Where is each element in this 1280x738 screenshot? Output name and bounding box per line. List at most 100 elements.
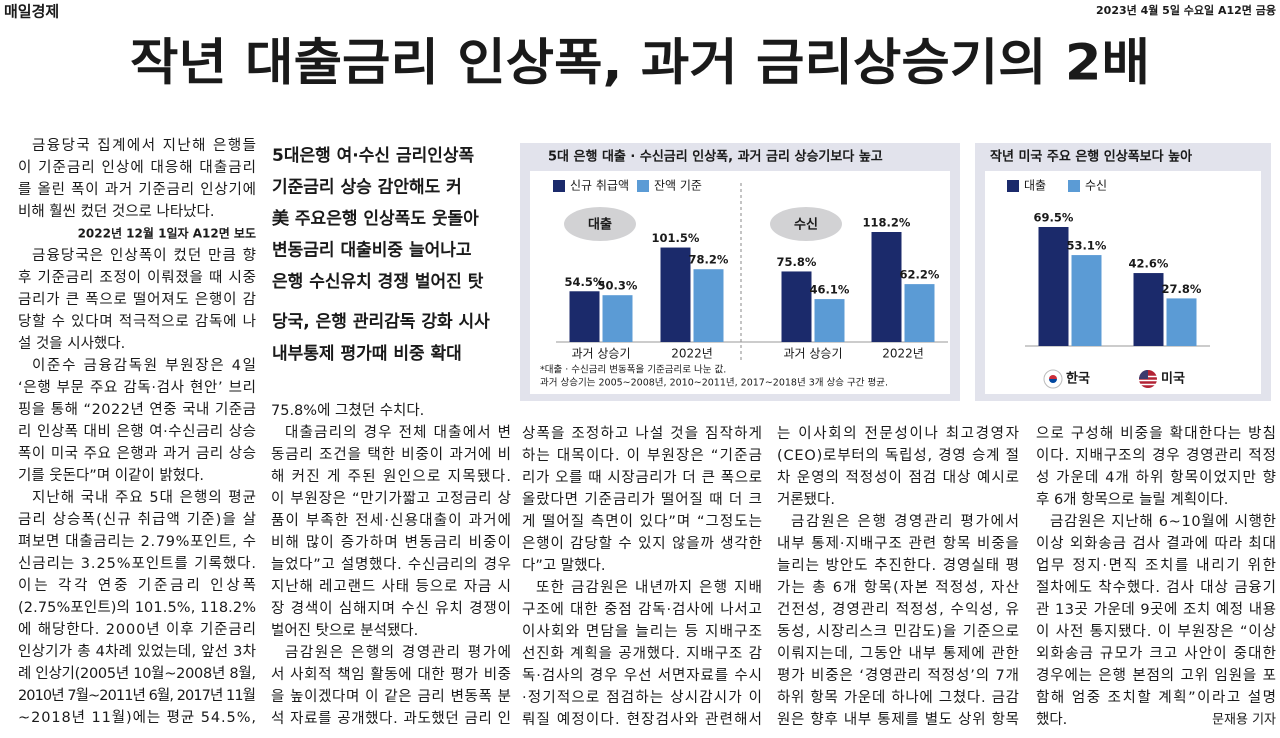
body-line: 이상 외화송금 검사 결과에 따라 최대	[1036, 535, 1276, 552]
body-line: 독·검사의 경우 우선 서면자료를 수시	[522, 667, 762, 684]
subhead: 美 주요은행 인상폭도 웃돌아	[272, 208, 479, 229]
body-line: 가는 총 6개 항목(자본 적정성, 자산	[777, 579, 1019, 596]
headline: 작년 대출금리 인상폭, 과거 금리상승기의 2배	[130, 34, 1150, 92]
body-line: 설 것을 시사했다.	[18, 335, 125, 352]
subhead: 변동금리 대출비중 늘어나고	[272, 241, 472, 261]
body-line: 또한 금감원은 내년까지 은행 지배	[536, 579, 762, 596]
body-line: 금리가 큰 폭으로 떨어져도 은행이 감	[18, 291, 256, 308]
body-line: 석 자료를 공개했다. 과도했던 금리 인	[271, 710, 511, 727]
legend-label: 수신	[1085, 179, 1107, 193]
body-line: 벌어진 탓으로 분석됐다.	[271, 622, 418, 639]
value-label: 75.8%	[777, 255, 817, 269]
body-line: 이는 각각 연중 기준금리 인상폭	[18, 577, 256, 594]
body-line: 거론됐다.	[777, 491, 835, 508]
body-line: 늘리는 방안도 추진한다. 경영실태 평	[777, 557, 1019, 574]
body-line: 품이 부족한 전세·신용대출이 과거에	[271, 512, 511, 529]
chart-panel	[985, 171, 1261, 394]
category-label: 미국	[1161, 371, 1185, 387]
body-line: 은행이 감당할 수 있지 않을까 생각한	[522, 535, 762, 552]
body-line: 금리 상승폭(신규 취급액 기준)을 살	[18, 511, 256, 528]
body-line: 금감원은 지난해 6~10월에 시행한	[1050, 513, 1276, 530]
body-line: 이준수 금융감독원 부원장은 4일	[32, 357, 256, 374]
subhead: 은행 수신유치 경쟁 벌어진 탓	[272, 272, 484, 292]
body-line: 선진화 계획을 공개했다. 지배구조 감	[522, 645, 762, 662]
group-label: 수신	[794, 218, 818, 233]
body-line: 내부 통제·지배구조 관련 항목 비중을	[777, 535, 1019, 552]
body-line: 평가 비중은 ‘경영관리 적정성’의 7개	[777, 667, 1019, 684]
category-label: 2022년	[882, 347, 924, 361]
flag-icon	[1139, 370, 1148, 379]
group-badge	[564, 207, 636, 241]
publication: 매일경제	[4, 3, 59, 21]
body-line: 함해 엄중 조치할 계획”이라고 설명	[1036, 689, 1276, 706]
reference-note: 2022년 12월 1일자 A12면 보도	[78, 226, 256, 241]
category-label: 과거 상승기	[571, 347, 630, 361]
value-label: 27.8%	[1162, 282, 1202, 296]
body-line: 당할 수 있다며 적극적으로 감독에 나	[18, 313, 256, 330]
body-line: 신금리는 3.25%포인트를 기록했다.	[18, 555, 256, 572]
category-label: 한국	[1066, 371, 1090, 387]
value-label: 62.2%	[900, 268, 940, 282]
legend-swatch	[1068, 180, 1080, 192]
subhead: 내부통제 평가때 비중 확대	[272, 344, 462, 364]
chart-note: 과거 상승기는 2005~2008년, 2010~2011년, 2017~201…	[540, 378, 888, 389]
bar	[602, 295, 633, 342]
body-line: 금융당국은 인상폭이 컸던 만큼 향	[32, 247, 256, 264]
body-line: 는 이사회의 전문성이나 최고경영자	[777, 425, 1019, 442]
body-line: 폭이 미국 주요 은행과 과거 금리 상승	[18, 445, 256, 462]
body-line: 이뤄지는데, 그동안 내부 통제에 관한	[777, 645, 1019, 662]
value-label: 78.2%	[689, 253, 729, 267]
body-line: 늘었다”고 설명했다. 수신금리의 경우	[271, 556, 511, 573]
group-label: 대출	[588, 217, 612, 233]
body-line: 인상기가 총 4차례 있었는데, 앞선 3차	[18, 643, 256, 660]
bar	[1071, 255, 1102, 346]
legend-swatch	[553, 180, 565, 192]
body-line: 동금리 조건을 택한 비중이 과거에 비	[271, 446, 511, 463]
bar	[1133, 273, 1164, 346]
bar	[871, 232, 902, 342]
body-line: 를 올린 폭이 과거 기준금리 인상기에	[18, 181, 256, 198]
body-line: 구조에 대한 중점 감독·검사에 나서고	[522, 601, 762, 618]
body-line: ‘은행 부문 주요 감독·검사 현안’ 브리	[18, 379, 256, 396]
body-line: 에 해당한다. 2000년 이후 기준금리	[18, 621, 256, 638]
body-line: 서 사회적 책임 활동에 대한 평가 비중	[271, 666, 511, 683]
body-line: 외화송금 규모가 크고 사안이 중대한	[1036, 645, 1276, 662]
body-line: 해 커진 게 주된 원인으로 지목됐다.	[271, 468, 511, 485]
body-line: 2010년 7월~2011년 6월, 2017년 11월	[18, 687, 256, 704]
legend-label: 대출	[1024, 179, 1046, 193]
bar	[904, 284, 935, 342]
bar	[693, 269, 724, 342]
subhead: 기준금리 상승 감안해도 커	[272, 178, 462, 198]
body-line: 리가 오를 때 시장금리가 더 큰 폭으로	[522, 469, 762, 486]
body-line: 다”고 말했다.	[522, 557, 605, 574]
body-line: 75.8%에 그쳤던 수치다.	[271, 402, 424, 419]
body-line: 성 가운데 4개 하위 항목이었지만 향	[1036, 469, 1276, 486]
body-line: 지난해 레고랜드 사태 등으로 자금 시	[271, 578, 511, 595]
value-label: 69.5%	[1034, 211, 1074, 225]
body-line: 이사회와 면담을 늘리는 등 지배구조	[522, 623, 762, 640]
flag-icon	[1049, 375, 1057, 379]
body-line: ·정기적으로 점검하는 상시감시가 이	[522, 689, 762, 706]
byline: 문재용 기자	[1212, 713, 1276, 728]
bar	[781, 271, 812, 342]
value-label: 53.1%	[1067, 239, 1107, 253]
body-line: 기를 웃돈다”며 이같이 밝혔다.	[18, 467, 204, 484]
bar	[814, 299, 845, 342]
bar	[1166, 298, 1197, 346]
body-line: 장 경색이 심해지며 수신 유치 경쟁이	[271, 600, 511, 617]
body-line: 관 13곳 가운데 9곳에 조치 예정 내용	[1036, 601, 1276, 618]
body-line: 금감원은 은행의 경영관리 평가에	[285, 644, 511, 661]
body-line: 금감원은 은행 경영관리 평가에서	[791, 513, 1019, 530]
body-line: 이 기준금리 인상에 대응해 대출금리	[18, 159, 256, 176]
body-line: (CEO)로부터의 독립성, 경영 승계 절	[777, 447, 1019, 464]
flag-icon	[1049, 379, 1057, 383]
body-line: 건전성, 경영관리 적정성, 수익성, 유	[777, 601, 1019, 618]
body-line: 지난해 국내 주요 5대 은행의 평균	[32, 489, 256, 506]
body-line: 했다.	[1036, 711, 1067, 728]
body-line: 비해 많이 증가하며 변동금리 비중이	[271, 534, 511, 551]
legend-label: 신규 취급액	[570, 179, 629, 193]
dateline: 2023년 4월 5일 수요일 A12면 금융	[1096, 3, 1276, 17]
